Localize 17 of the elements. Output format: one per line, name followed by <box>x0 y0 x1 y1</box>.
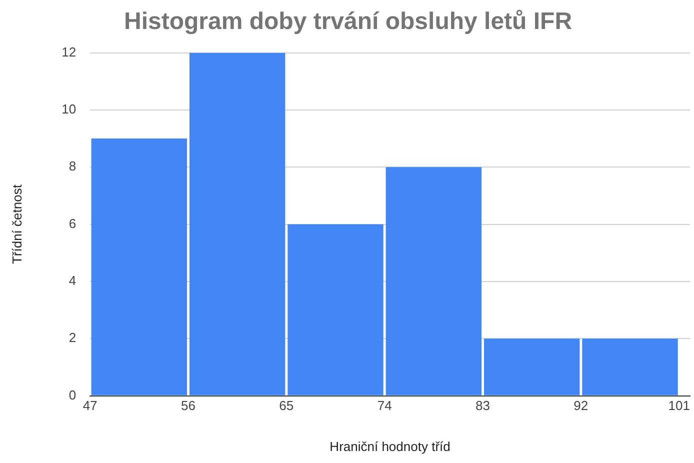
y-axis-title: Třídní četnost <box>9 184 24 264</box>
x-tick-label: 92 <box>574 398 588 414</box>
y-tick-label: 12 <box>62 44 76 60</box>
y-tick-label: 10 <box>62 102 76 117</box>
x-tick-label: 65 <box>279 398 294 414</box>
x-tick-label: 101 <box>668 398 690 414</box>
chart-title: Histogram doby trvání obsluhy letů IFR <box>124 8 572 36</box>
x-axis-title: Hraniční hodnoty tříd <box>330 438 450 454</box>
y-tick-label: 6 <box>68 216 76 231</box>
x-tick-label: 83 <box>476 398 490 414</box>
y-tick-label: 4 <box>68 273 76 288</box>
y-tick-label: 0 <box>68 387 76 402</box>
x-tick-label: 74 <box>377 398 392 414</box>
y-tick-label: 8 <box>68 158 76 174</box>
y-tick-label: 2 <box>68 330 76 346</box>
x-tick-label: 47 <box>82 398 98 414</box>
x-tick-label: 56 <box>181 398 196 414</box>
